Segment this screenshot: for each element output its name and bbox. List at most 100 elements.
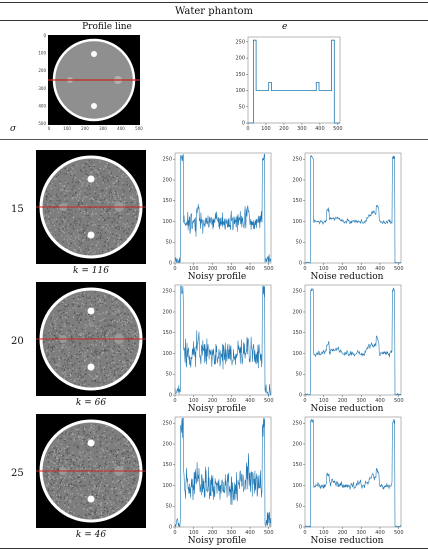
noise-speckle	[71, 303, 74, 305]
noise-speckle	[59, 189, 61, 191]
noise-speckle	[53, 453, 55, 455]
noise-speckle	[86, 350, 89, 352]
noise-speckle	[46, 476, 48, 478]
noise-speckle	[89, 198, 91, 200]
noise-speckle	[80, 473, 82, 476]
noise-speckle	[78, 246, 81, 248]
noise-speckle	[93, 318, 95, 320]
noisy-phantom-image	[36, 414, 146, 528]
noise-speckle	[49, 185, 51, 187]
y-tick-label: 200	[292, 441, 302, 447]
noise-speckle	[80, 232, 83, 234]
noise-speckle	[116, 200, 118, 203]
noise-speckle	[108, 237, 111, 239]
noise-speckle	[91, 200, 93, 202]
noise-speckle	[97, 355, 99, 357]
noise-speckle	[85, 162, 87, 164]
noise-speckle	[108, 296, 110, 298]
noise-speckle	[132, 482, 134, 484]
noise-speckle	[51, 446, 53, 448]
noise-speckle	[70, 170, 72, 173]
noise-speckle	[76, 333, 79, 335]
x-tick-label: 300	[356, 530, 366, 536]
noise-speckle	[83, 226, 85, 229]
x-tick-label: 0	[173, 266, 176, 272]
noise-speckle	[108, 164, 110, 166]
y-tick-label: 0	[169, 393, 172, 399]
noise-speckle	[111, 337, 113, 339]
y-tick-label: 250	[162, 157, 172, 163]
noise-speckle	[85, 373, 87, 375]
noise-speckle	[91, 458, 93, 460]
noise-speckle	[80, 494, 82, 496]
noise-speckle	[51, 183, 53, 185]
noise-speckle	[109, 324, 111, 326]
noise-speckle	[99, 235, 101, 238]
noise-speckle	[72, 344, 75, 346]
noise-speckle	[105, 192, 108, 194]
noise-speckle	[90, 300, 92, 302]
noise-speckle	[71, 329, 73, 332]
noise-speckle	[122, 345, 124, 347]
noise-speckle	[85, 302, 87, 304]
noise-speckle	[86, 214, 88, 217]
noise-speckle	[83, 377, 85, 379]
noise-speckle	[99, 161, 101, 163]
noise-speckle	[73, 461, 75, 463]
noise-speckle	[95, 463, 98, 465]
noise-speckle	[87, 294, 89, 296]
noise-speckle	[95, 208, 97, 210]
noise-speckle	[83, 460, 85, 462]
noise-speckle	[46, 197, 48, 199]
noise-speckle	[99, 201, 101, 203]
noise-speckle	[60, 230, 63, 232]
noise-speckle	[119, 311, 121, 313]
noise-speckle	[129, 190, 131, 193]
noise-speckle	[111, 438, 113, 440]
noise-speckle	[106, 214, 108, 216]
noise-speckle	[87, 221, 89, 223]
noise-speckle	[134, 330, 137, 332]
noise-speckle	[77, 201, 79, 204]
noise-speckle	[47, 193, 50, 195]
noise-speckle	[51, 467, 54, 469]
x-tick-label: 500	[394, 266, 404, 272]
noise-speckle	[99, 199, 101, 201]
noise-speckle	[104, 502, 107, 504]
noise-speckle	[46, 350, 48, 352]
x-tick-label: 300	[297, 126, 307, 132]
noise-speckle	[102, 202, 104, 204]
noise-speckle	[97, 172, 100, 174]
noise-speckle	[49, 205, 51, 207]
noise-speckle	[112, 510, 114, 512]
noise-speckle	[117, 240, 119, 242]
noise-speckle	[81, 334, 83, 336]
noise-speckle	[63, 371, 66, 374]
noise-speckle	[51, 479, 53, 481]
noise-speckle	[63, 461, 65, 463]
noise-speckle	[123, 456, 125, 458]
noise-speckle	[92, 354, 94, 357]
noise-speckle	[118, 348, 120, 350]
x-tick-label: 100	[319, 266, 329, 272]
y-tick-label: 150	[292, 462, 302, 468]
noise-speckle	[64, 323, 66, 325]
x-tick-label: 200	[208, 530, 218, 536]
noise-speckle	[54, 462, 56, 464]
noise-speckle	[64, 305, 66, 307]
noise-speckle	[108, 486, 111, 488]
noise-speckle	[108, 202, 110, 204]
noise-speckle	[84, 479, 86, 481]
noise-speckle	[99, 382, 101, 384]
noise-speckle	[88, 461, 90, 463]
noise-speckle	[61, 333, 63, 335]
noise-speckle	[59, 230, 61, 232]
noise-speckle	[71, 214, 73, 216]
noise-speckle	[119, 198, 121, 200]
noise-speckle	[47, 345, 49, 347]
noise-speckle	[105, 484, 107, 486]
noise-speckle	[94, 173, 96, 175]
noise-speckle	[91, 513, 93, 515]
noise-speckle	[84, 360, 86, 362]
phantom-y-tick-label: 400	[38, 103, 46, 108]
